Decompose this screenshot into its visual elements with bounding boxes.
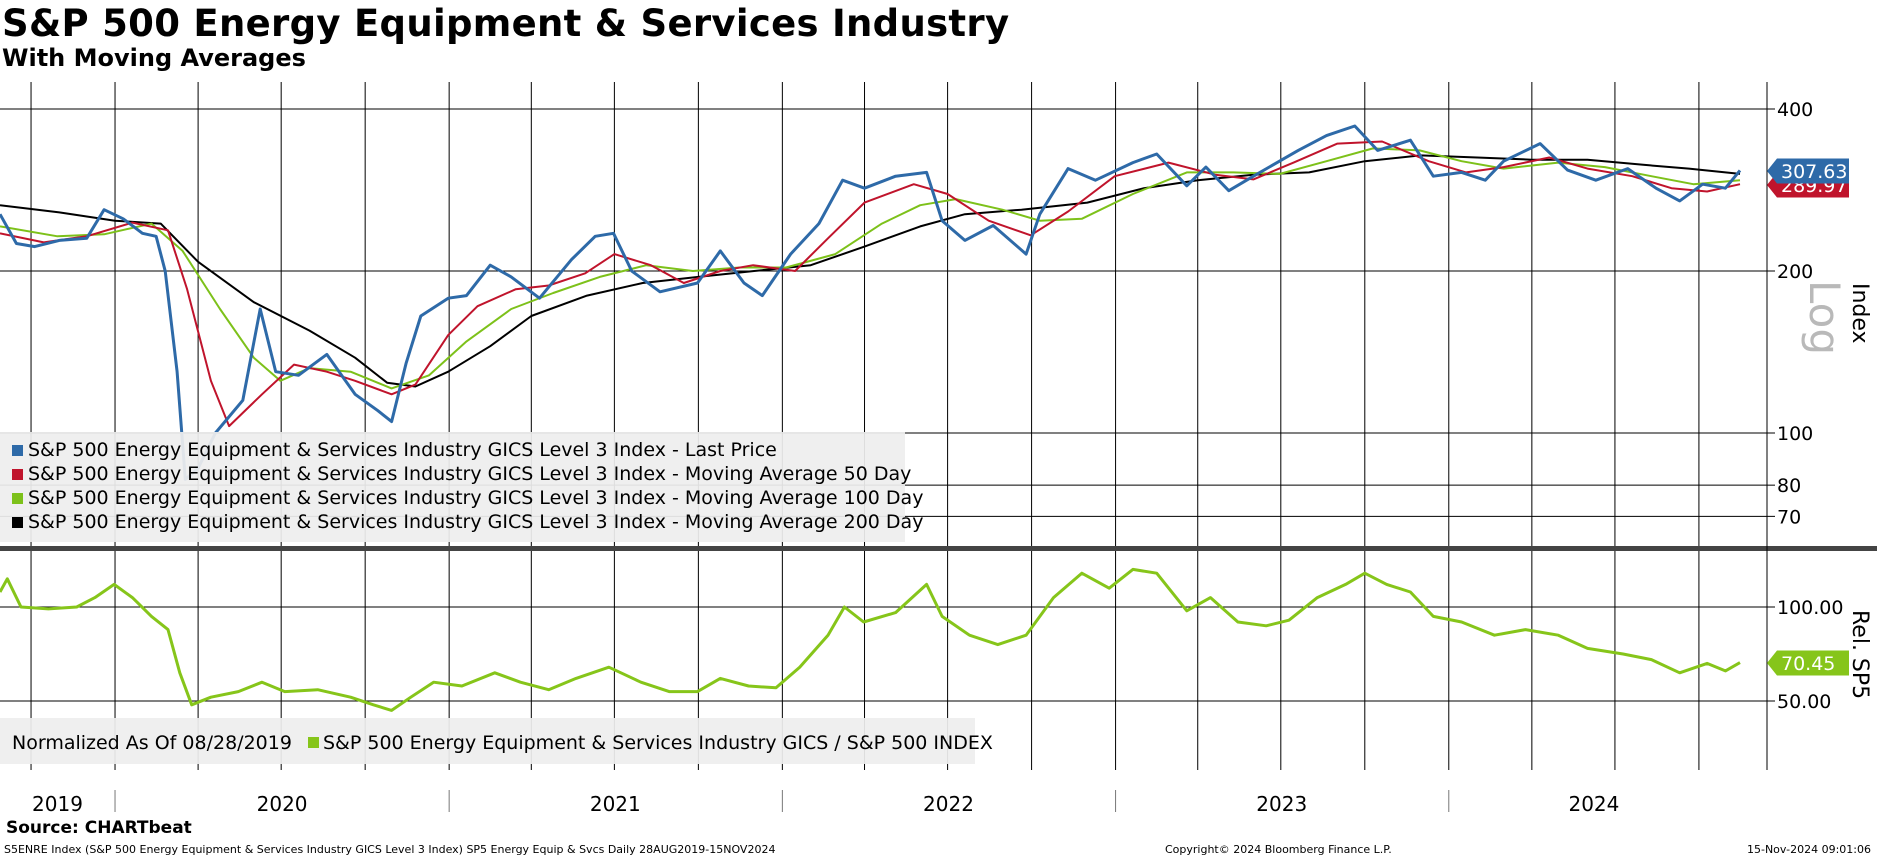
last-value-tag-price-text: 307.63: [1781, 161, 1847, 183]
chart-subtitle: With Moving Averages: [2, 44, 306, 72]
price-axis-title: Index: [1847, 283, 1872, 344]
price-tick-label: 80: [1777, 475, 1801, 497]
relative-tick-label: 50.00: [1777, 691, 1831, 713]
price-tick-label: 400: [1777, 99, 1813, 121]
year-label: 2020: [257, 792, 308, 816]
legend-swatch-relative: [308, 737, 319, 748]
footer-description: S5ENRE Index (S&P 500 Energy Equipment &…: [4, 843, 776, 856]
legend-swatch-ma50: [12, 469, 23, 480]
year-label: 2024: [1568, 792, 1619, 816]
chart-title: S&P 500 Energy Equipment & Services Indu…: [2, 2, 1010, 45]
legend-label-ma50: S&P 500 Energy Equipment & Services Indu…: [28, 463, 911, 485]
last-value-tag-relative: 70.45: [1767, 650, 1849, 676]
last-value-tag-price: 307.63: [1767, 158, 1849, 184]
year-label: 2022: [923, 792, 974, 816]
log-scale-label: Log: [1800, 280, 1849, 355]
series-line-relative: [0, 567, 1741, 712]
year-label: 2023: [1256, 792, 1307, 816]
last-value-tag-relative-text: 70.45: [1781, 653, 1835, 675]
series-line-ma50: [0, 140, 1741, 428]
legend-label-ma200: S&P 500 Energy Equipment & Services Indu…: [28, 511, 923, 533]
panel-separator: [0, 546, 1877, 551]
grid-layer: [0, 82, 1877, 770]
source-note: Source: CHARTbeat: [6, 818, 192, 838]
legend-label-last-price: S&P 500 Energy Equipment & Services Indu…: [28, 439, 777, 461]
legend-swatch-last-price: [12, 445, 23, 456]
footer-timestamp: 15-Nov-2024 09:01:06: [1746, 843, 1871, 856]
year-label: 2021: [590, 792, 641, 816]
last-value-tag-price-shape: [1767, 158, 1849, 184]
price-legend-box: [0, 432, 905, 542]
relative-tick-label: 100.00: [1777, 597, 1843, 619]
last-value-tag-relative-shape: [1767, 650, 1849, 676]
legend-layer: S&P 500 Energy Equipment & Services Indu…: [0, 432, 993, 764]
legend-normalized-note: Normalized As Of 08/28/2019: [12, 732, 292, 754]
legend-swatch-ma100: [12, 493, 23, 504]
legend-swatch-ma200: [12, 517, 23, 528]
relative-axis-title: Rel. SP5: [1847, 610, 1872, 699]
price-tick-label: 100: [1777, 423, 1813, 445]
price-tick-label: 200: [1777, 261, 1813, 283]
legend-label-relative: S&P 500 Energy Equipment & Services Indu…: [323, 732, 993, 754]
year-label: 2019: [32, 792, 83, 816]
series-line-ma100: [0, 147, 1741, 390]
legend-label-ma100: S&P 500 Energy Equipment & Services Indu…: [28, 487, 923, 509]
footer-copyright: Copyright© 2024 Bloomberg Finance L.P.: [1165, 843, 1392, 856]
price-tick-label: 70: [1777, 506, 1801, 528]
relative-legend-box: [0, 718, 975, 764]
